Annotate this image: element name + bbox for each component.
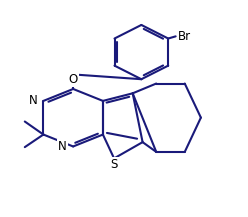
- Text: N: N: [58, 140, 67, 153]
- Text: O: O: [68, 73, 78, 86]
- Text: S: S: [110, 158, 118, 171]
- Text: N: N: [29, 94, 37, 107]
- Text: Br: Br: [178, 30, 191, 43]
